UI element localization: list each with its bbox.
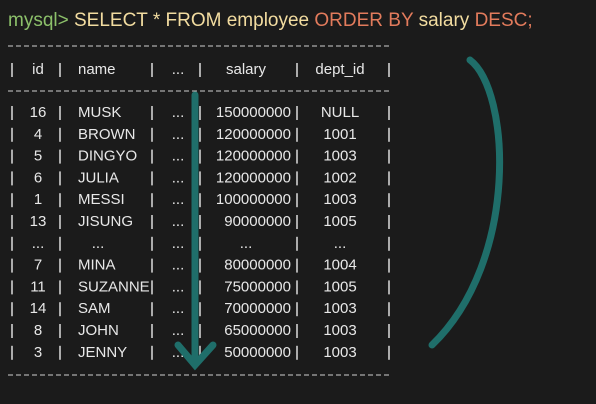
command-line: mysql> SELECT * FROM employee ORDER BY s…: [8, 10, 533, 31]
table-cell: DINGYO: [78, 148, 137, 165]
table-cell: 13: [30, 213, 47, 230]
command-token: salary: [419, 10, 470, 31]
table-cell: 50000000: [224, 344, 291, 361]
table-cell: 1005: [323, 278, 356, 295]
table-cell: 120000000: [216, 148, 291, 165]
header-cell: dept_id: [315, 61, 364, 78]
table-cell: SAM: [78, 300, 111, 317]
table-cell: 7: [34, 257, 42, 274]
table-cell: JISUNG: [78, 213, 133, 230]
table-cell: MESSI: [78, 191, 125, 208]
table-cell: 3: [34, 344, 42, 361]
table-cell: 5: [34, 148, 42, 165]
table-cell: 90000000: [224, 213, 291, 230]
table-cell: 1003: [323, 191, 356, 208]
table-cell: JULIA: [78, 169, 119, 186]
table-cell: ...: [32, 235, 45, 252]
table-cell: ...: [92, 235, 105, 252]
table-cell: 80000000: [224, 257, 291, 274]
table-cell: ...: [172, 300, 185, 317]
command-token: SELECT * FROM employee: [74, 10, 309, 31]
table-cell: ...: [172, 169, 185, 186]
command-token: DESC;: [475, 10, 533, 31]
prompt: mysql>: [8, 10, 69, 31]
header-cell: salary: [226, 61, 267, 78]
table-cell: ...: [172, 257, 185, 274]
table-cell: 100000000: [216, 191, 291, 208]
header-cell: name: [78, 61, 116, 78]
table-cell: ...: [240, 235, 253, 252]
table-cell: ...: [172, 191, 185, 208]
table-cell: ...: [334, 235, 347, 252]
table-cell: BROWN: [78, 126, 136, 143]
table-cell: 1002: [323, 169, 356, 186]
table-cell: ...: [172, 213, 185, 230]
table-cell: NULL: [321, 104, 359, 121]
table-cell: MUSK: [78, 104, 121, 121]
table-cell: ...: [172, 148, 185, 165]
header-cell: ...: [172, 61, 185, 78]
table-cell: JENNY: [78, 344, 127, 361]
table-cell: 1004: [323, 257, 356, 274]
table-cell: ...: [172, 104, 185, 121]
table-cell: 1: [34, 191, 42, 208]
table-cell: 1003: [323, 344, 356, 361]
table-cell: 1003: [323, 300, 356, 317]
table-cell: 65000000: [224, 322, 291, 339]
table-cell: ...: [172, 322, 185, 339]
command-token: ORDER BY: [314, 10, 414, 31]
table-cell: 120000000: [216, 126, 291, 143]
table-cell: 1005: [323, 213, 356, 230]
table-cell: MINA: [78, 257, 116, 274]
annotation-arrows: [174, 56, 503, 371]
table-cell: 8: [34, 322, 42, 339]
table-cell: 1003: [323, 148, 356, 165]
table-cell: ...: [172, 235, 185, 252]
arrow-head: [174, 341, 217, 371]
table-cell: 4: [34, 126, 42, 143]
header-cell: id: [32, 61, 44, 78]
table-cell: ...: [172, 278, 185, 295]
table-cell: ...: [172, 126, 185, 143]
table-cell: 1003: [323, 322, 356, 339]
table-cell: 1001: [323, 126, 356, 143]
table-cell: SUZANNE: [78, 278, 150, 295]
table-cell: 14: [30, 300, 47, 317]
table-cell: 6: [34, 169, 42, 186]
table-cell: JOHN: [78, 322, 119, 339]
table-cell: 150000000: [216, 104, 291, 121]
curve: [428, 56, 503, 349]
table-cell: 16: [30, 104, 47, 121]
table-cell: 11: [30, 278, 46, 295]
table-cell: 120000000: [216, 169, 291, 186]
table-cell: 75000000: [224, 278, 291, 295]
table-cell: 70000000: [224, 300, 291, 317]
